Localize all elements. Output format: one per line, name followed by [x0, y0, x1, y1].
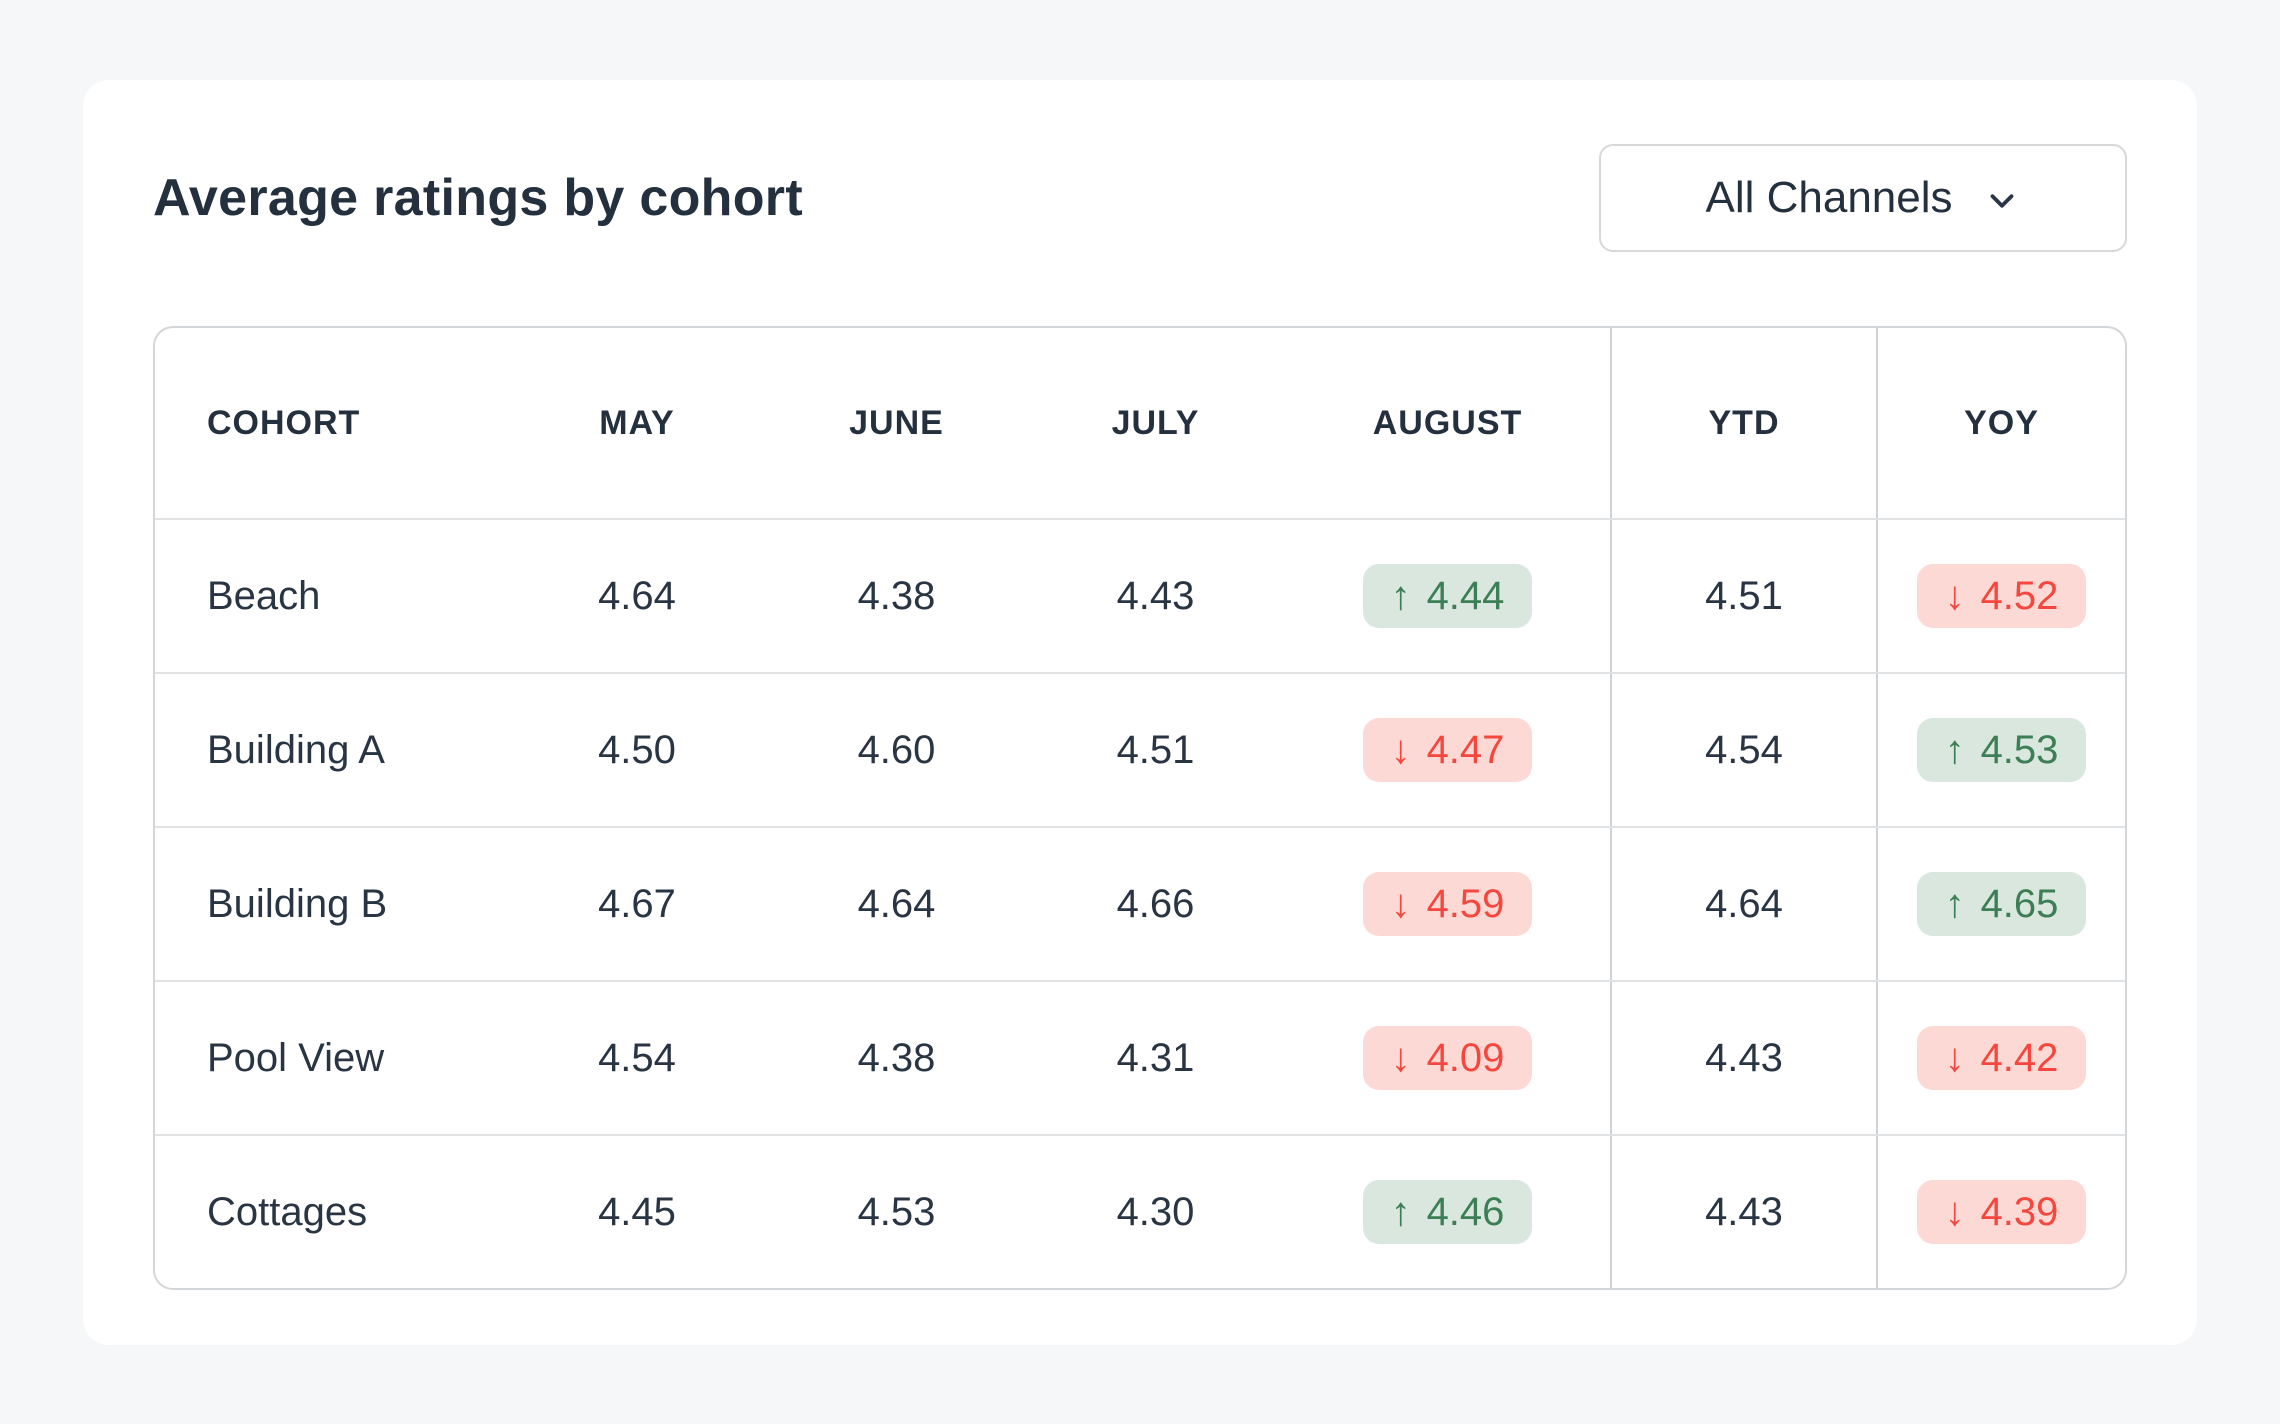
rating-cell-july: 4.30	[1116, 1189, 1195, 1234]
arrow-up-icon: ↑	[1390, 1190, 1411, 1234]
trend-badge: ↓ 4.39	[1916, 1180, 2087, 1244]
ytd-cell: 4.64	[1610, 828, 1876, 980]
arrow-up-icon: ↑	[1944, 728, 1965, 772]
trend-value: 4.53	[1980, 728, 2059, 772]
trend-value: 4.09	[1426, 1036, 1505, 1080]
table-row: Beach 4.64 4.38 4.43 ↑ 4.44 4.51 ↓ 4.52	[155, 518, 2125, 672]
arrow-down-icon: ↓	[1390, 1036, 1411, 1080]
ytd-cell: 4.54	[1610, 674, 1876, 826]
channel-dropdown-label: All Channels	[1705, 173, 1953, 222]
arrow-down-icon: ↓	[1944, 1190, 1965, 1234]
chevron-down-icon	[1983, 176, 2021, 220]
cohort-cell: Building A	[207, 727, 385, 772]
rating-cell-august: ↓ 4.47	[1285, 674, 1610, 826]
trend-value: 4.65	[1980, 882, 2059, 926]
arrow-down-icon: ↓	[1390, 728, 1411, 772]
table-row: Building A 4.50 4.60 4.51 ↓ 4.47 4.54 ↑ …	[155, 672, 2125, 826]
column-header-yoy: YOY	[1876, 328, 2125, 518]
arrow-up-icon: ↑	[1390, 574, 1411, 618]
trend-badge: ↓ 4.09	[1362, 1026, 1533, 1090]
column-header-july: JULY	[1111, 403, 1200, 442]
rating-cell-june: 4.60	[857, 727, 936, 772]
card-header: Average ratings by cohort All Channels	[153, 142, 2127, 254]
rating-cell-may: 4.64	[598, 573, 676, 618]
rating-cell-august: ↓ 4.59	[1285, 828, 1610, 980]
column-header-june: JUNE	[849, 403, 944, 442]
table-row: Cottages 4.45 4.53 4.30 ↑ 4.46 4.43 ↓ 4.…	[155, 1134, 2125, 1288]
ytd-cell: 4.51	[1610, 520, 1876, 672]
trend-badge: ↓ 4.59	[1362, 872, 1533, 936]
arrow-up-icon: ↑	[1944, 882, 1965, 926]
channel-dropdown[interactable]: All Channels	[1599, 144, 2127, 252]
cohort-cell: Beach	[207, 573, 321, 618]
trend-badge: ↓ 4.52	[1916, 564, 2087, 628]
rating-cell-june: 4.38	[857, 573, 936, 618]
rating-cell-june: 4.64	[857, 881, 936, 926]
rating-cell-august: ↑ 4.44	[1285, 520, 1610, 672]
column-header-may: MAY	[599, 403, 675, 442]
rating-cell-july: 4.66	[1116, 881, 1195, 926]
table-row: Pool View 4.54 4.38 4.31 ↓ 4.09 4.43 ↓ 4…	[155, 980, 2125, 1134]
ratings-table: COHORT MAY JUNE JULY AUGUST YTD YOY Beac…	[153, 326, 2127, 1290]
ratings-card: Average ratings by cohort All Channels C…	[83, 80, 2197, 1345]
rating-cell-august: ↑ 4.46	[1285, 1136, 1610, 1288]
trend-value: 4.42	[1980, 1036, 2059, 1080]
ytd-cell: 4.43	[1610, 982, 1876, 1134]
trend-badge: ↑ 4.46	[1362, 1180, 1533, 1244]
cohort-cell: Pool View	[207, 1035, 385, 1080]
trend-value: 4.52	[1980, 574, 2059, 618]
rating-cell-may: 4.50	[598, 727, 676, 772]
page-title: Average ratings by cohort	[153, 169, 803, 227]
yoy-cell: ↑ 4.53	[1876, 674, 2125, 826]
rating-cell-june: 4.38	[857, 1035, 936, 1080]
trend-value: 4.59	[1426, 882, 1505, 926]
trend-badge: ↓ 4.47	[1362, 718, 1533, 782]
rating-cell-may: 4.54	[598, 1035, 676, 1080]
trend-badge: ↑ 4.53	[1916, 718, 2087, 782]
ytd-cell: 4.43	[1610, 1136, 1876, 1288]
rating-cell-august: ↓ 4.09	[1285, 982, 1610, 1134]
column-header-ytd: YTD	[1610, 328, 1876, 518]
cohort-cell: Cottages	[207, 1189, 368, 1234]
yoy-cell: ↓ 4.52	[1876, 520, 2125, 672]
table-row: Building B 4.67 4.64 4.66 ↓ 4.59 4.64 ↑ …	[155, 826, 2125, 980]
trend-badge: ↑ 4.44	[1362, 564, 1533, 628]
trend-value: 4.39	[1980, 1190, 2059, 1234]
rating-cell-june: 4.53	[857, 1189, 936, 1234]
yoy-cell: ↑ 4.65	[1876, 828, 2125, 980]
column-header-august: AUGUST	[1372, 403, 1523, 442]
cohort-cell: Building B	[207, 881, 388, 926]
arrow-down-icon: ↓	[1390, 882, 1411, 926]
yoy-cell: ↓ 4.39	[1876, 1136, 2125, 1288]
trend-value: 4.46	[1426, 1190, 1505, 1234]
trend-badge: ↓ 4.42	[1916, 1026, 2087, 1090]
rating-cell-july: 4.31	[1116, 1035, 1195, 1080]
table-header-row: COHORT MAY JUNE JULY AUGUST YTD YOY	[155, 328, 2125, 518]
rating-cell-july: 4.51	[1116, 727, 1195, 772]
arrow-down-icon: ↓	[1944, 1036, 1965, 1080]
rating-cell-may: 4.45	[598, 1189, 676, 1234]
rating-cell-july: 4.43	[1116, 573, 1195, 618]
trend-badge: ↑ 4.65	[1916, 872, 2087, 936]
yoy-cell: ↓ 4.42	[1876, 982, 2125, 1134]
rating-cell-may: 4.67	[598, 881, 676, 926]
column-header-cohort: COHORT	[207, 403, 361, 442]
trend-value: 4.47	[1426, 728, 1505, 772]
arrow-down-icon: ↓	[1944, 574, 1965, 618]
trend-value: 4.44	[1426, 574, 1505, 618]
